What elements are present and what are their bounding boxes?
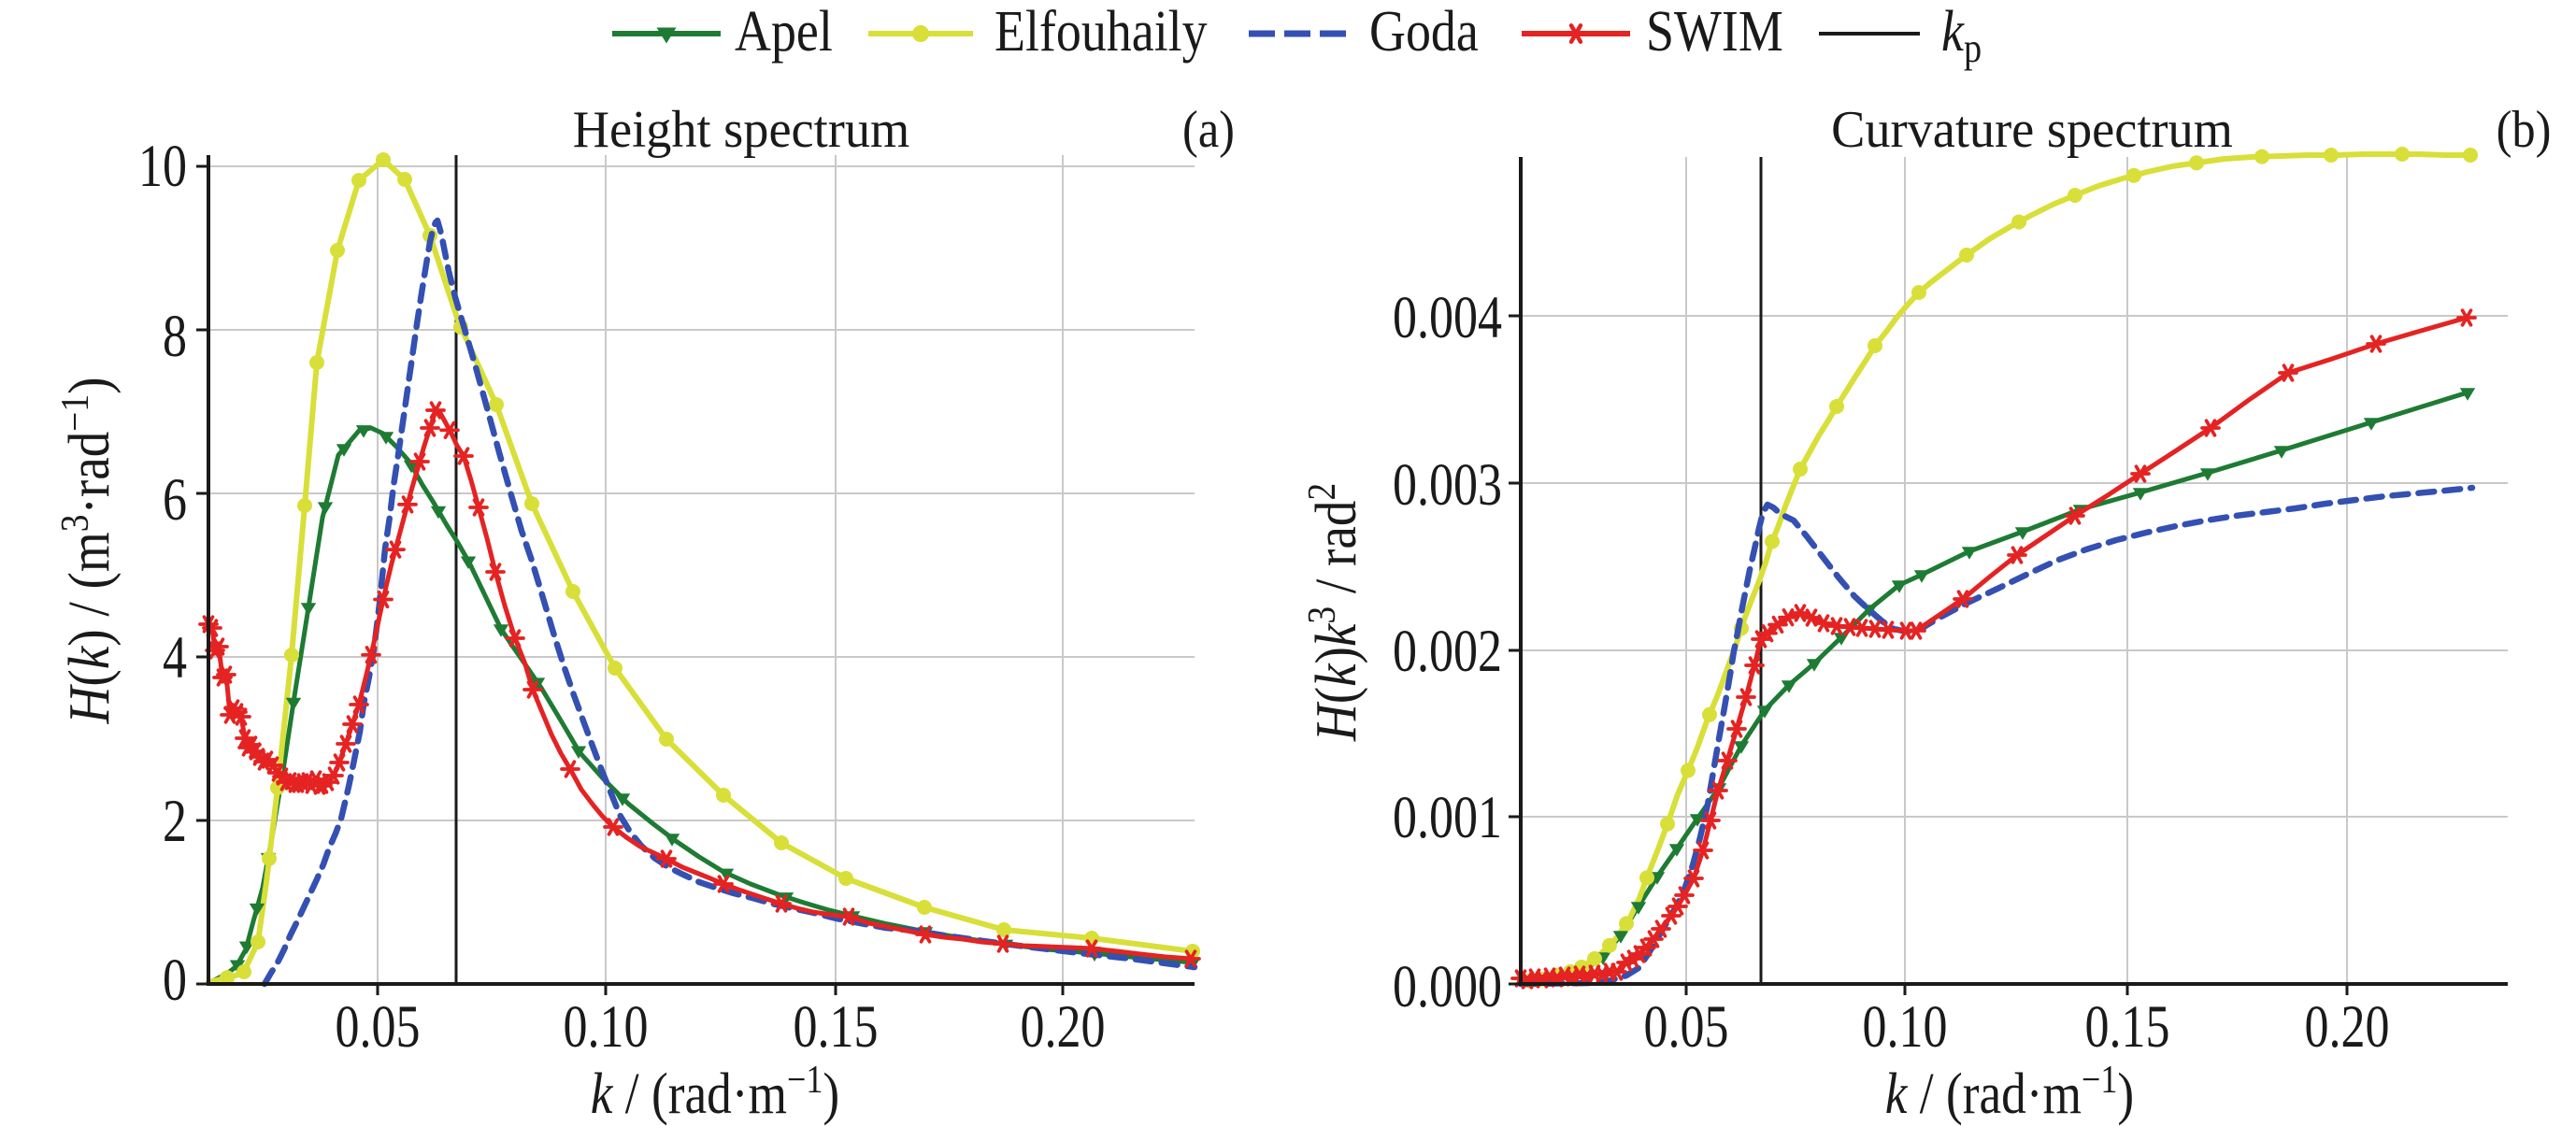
svg-text:6: 6 <box>163 466 187 534</box>
svg-text:4: 4 <box>163 624 187 691</box>
svg-text:0.15: 0.15 <box>2084 993 2169 1061</box>
svg-text:0.004: 0.004 <box>1393 284 1502 351</box>
svg-text:k / (rad·m−1): k / (rad·m−1) <box>591 1059 839 1126</box>
svg-text:0.002: 0.002 <box>1393 618 1502 685</box>
svg-text:0.003: 0.003 <box>1393 451 1502 519</box>
svg-text:2: 2 <box>163 788 187 855</box>
svg-text:0.15: 0.15 <box>793 993 878 1061</box>
svg-text:0.000: 0.000 <box>1393 953 1502 1020</box>
svg-text:Curvature spectrum: Curvature spectrum <box>1831 100 2233 158</box>
svg-text:0.20: 0.20 <box>1020 993 1105 1061</box>
svg-text:(b): (b) <box>2497 101 2552 159</box>
svg-text:Goda: Goda <box>1369 0 1479 64</box>
svg-text:kp: kp <box>1941 0 1982 71</box>
svg-text:0.001: 0.001 <box>1393 784 1502 851</box>
svg-text:Height spectrum: Height spectrum <box>573 100 910 158</box>
svg-text:0: 0 <box>163 947 187 1014</box>
svg-text:0.10: 0.10 <box>1862 993 1947 1061</box>
svg-text:Elfouhaily: Elfouhaily <box>995 0 1208 64</box>
svg-text:SWIM: SWIM <box>1646 0 1783 64</box>
svg-text:H(k) / (m3·rad−1): H(k) / (m3·rad−1) <box>53 378 122 725</box>
svg-text:Apel: Apel <box>735 0 833 64</box>
svg-text:10: 10 <box>138 133 187 200</box>
svg-text:0.05: 0.05 <box>1643 993 1728 1061</box>
svg-text:0.05: 0.05 <box>335 993 420 1061</box>
svg-text:8: 8 <box>163 303 187 370</box>
svg-text:0.10: 0.10 <box>563 993 648 1061</box>
svg-text:(a): (a) <box>1182 101 1235 159</box>
svg-text:0.20: 0.20 <box>2304 993 2389 1061</box>
